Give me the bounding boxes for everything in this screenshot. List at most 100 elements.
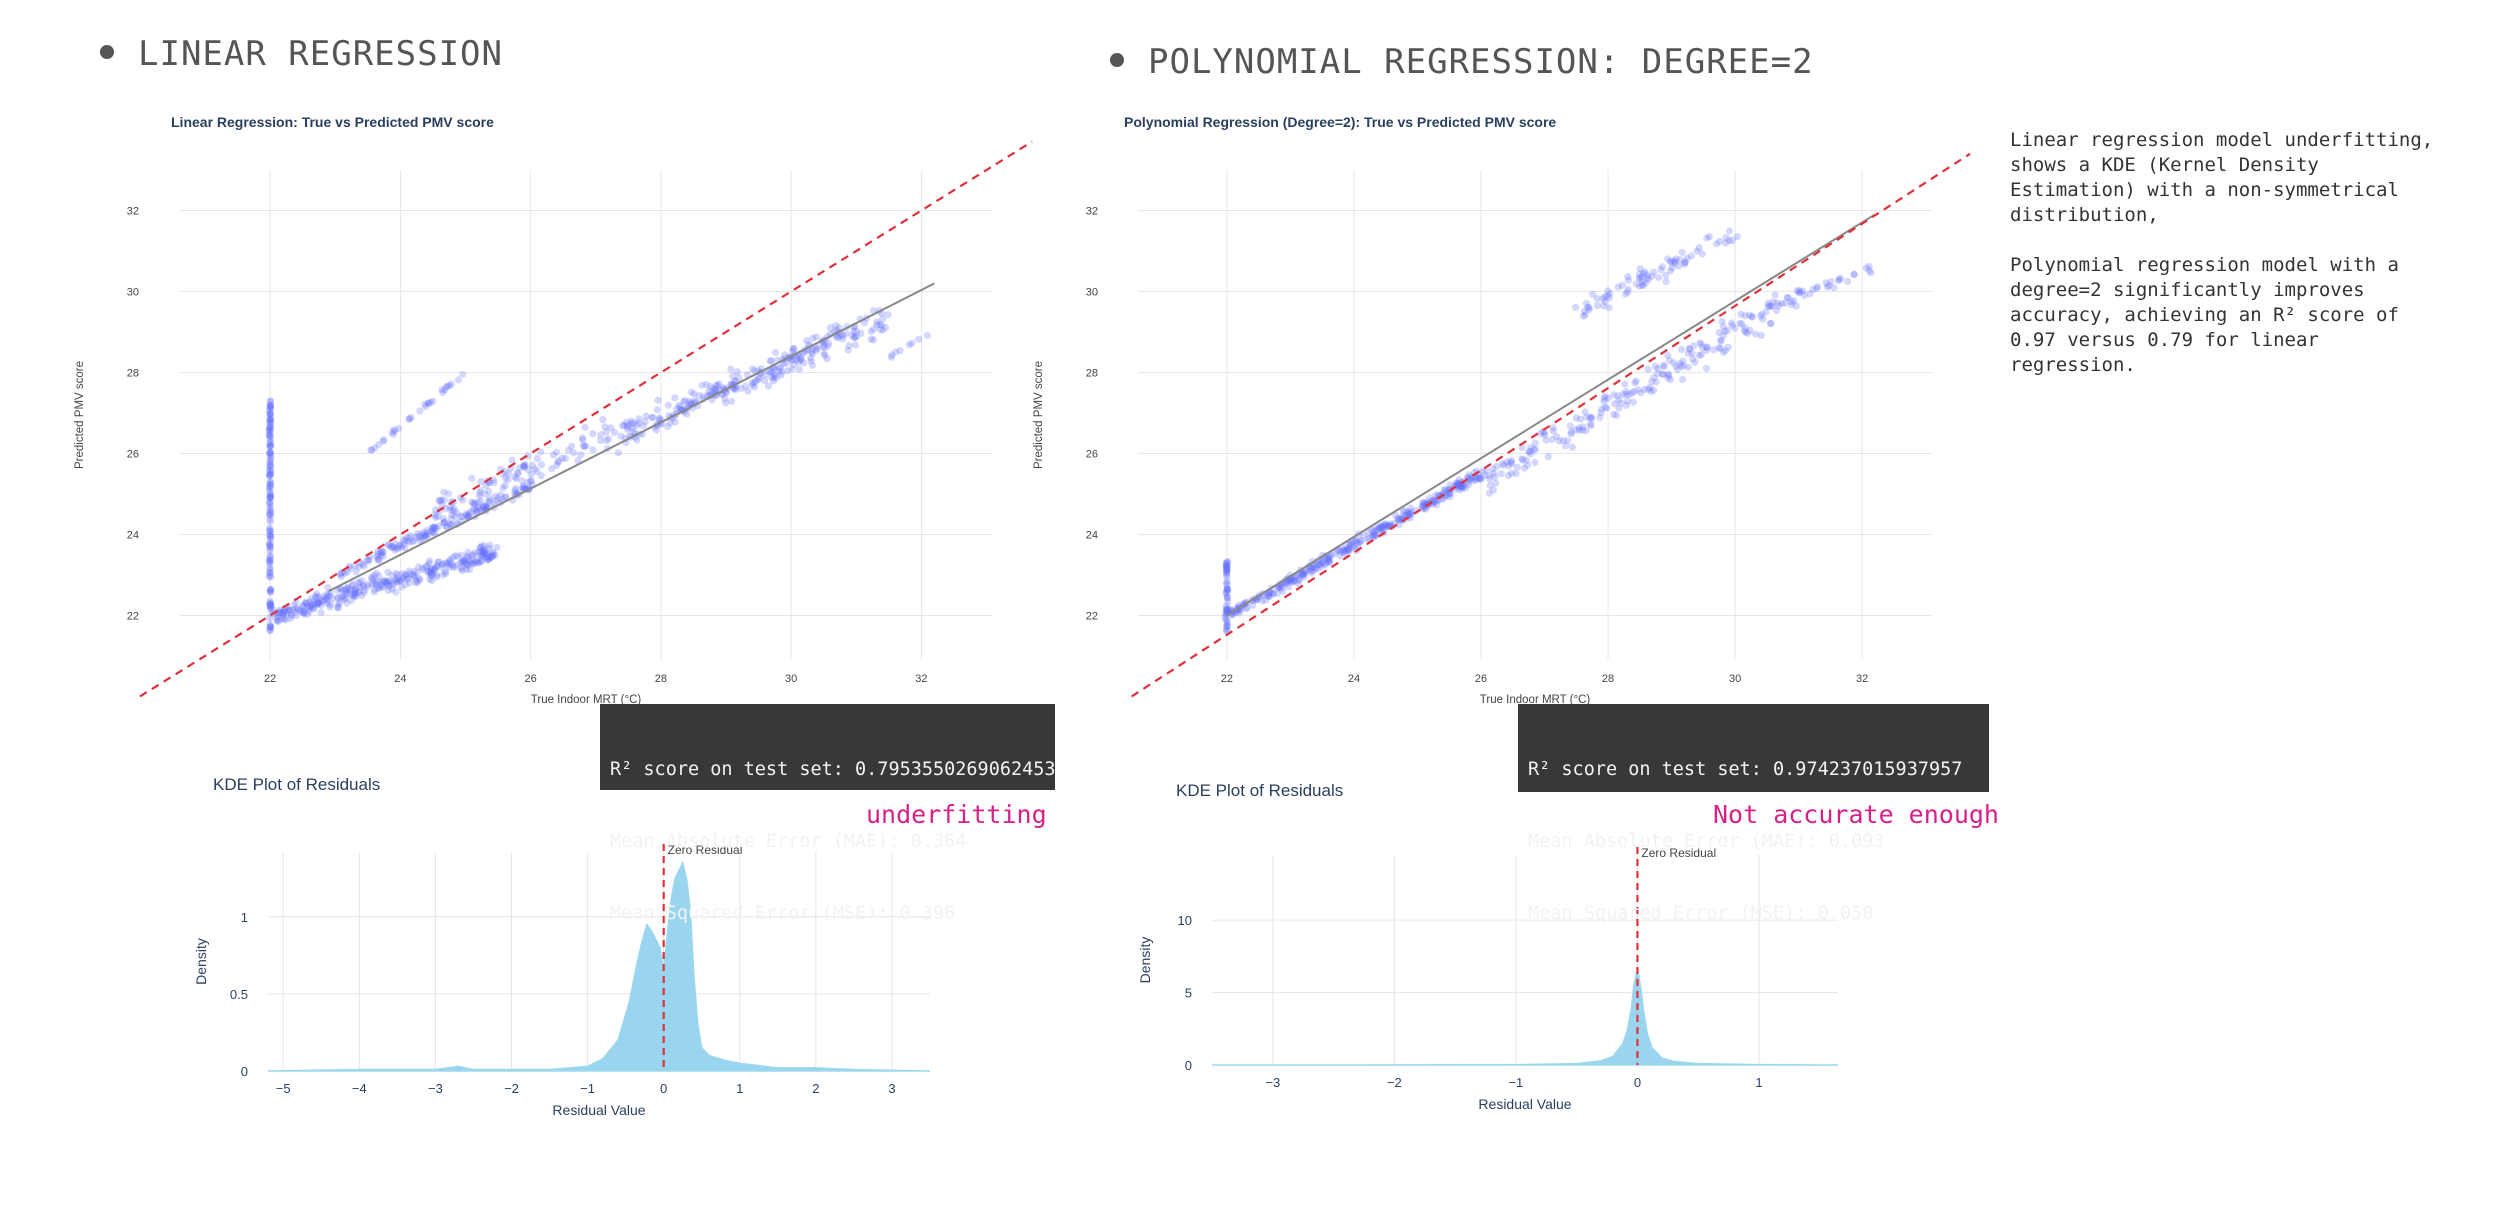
scatter-point <box>1836 274 1844 282</box>
scatter-point <box>278 608 286 616</box>
scatter-point <box>351 562 359 570</box>
scatter-point <box>655 414 664 422</box>
scatter-point <box>512 484 520 493</box>
scatter-point <box>1728 236 1736 244</box>
scatter-point <box>823 355 831 363</box>
scatter-point <box>851 333 859 341</box>
scatter-point <box>1298 572 1306 580</box>
scatter-point <box>1442 486 1450 494</box>
scatter-point <box>472 506 480 514</box>
scatter-point <box>1544 453 1552 461</box>
scatter-point <box>1680 362 1688 370</box>
scatter-point <box>1757 312 1765 320</box>
scatter-point <box>518 483 527 491</box>
scatter-point <box>1612 411 1620 419</box>
scatter-point <box>470 501 478 509</box>
scatter-point <box>428 524 436 532</box>
scatter-point <box>290 605 298 614</box>
scatter-point <box>1778 299 1786 308</box>
scatter-point <box>266 569 274 577</box>
scatter-point <box>812 346 821 354</box>
scatter-point <box>1576 415 1584 423</box>
y-tick-label: 26 <box>127 448 139 460</box>
scatter-point <box>1764 299 1772 307</box>
scatter-point <box>633 421 641 429</box>
scatter-point <box>664 401 672 409</box>
scatter-point <box>438 564 446 572</box>
scatter-point <box>421 400 429 408</box>
scatter-point <box>406 570 414 578</box>
scatter-point <box>1662 271 1670 279</box>
scatter-point <box>390 544 398 552</box>
scatter-point <box>1340 548 1348 556</box>
scatter-point <box>266 415 274 424</box>
scatter-point <box>375 441 383 449</box>
scatter-point <box>1507 458 1515 467</box>
scatter-point <box>1647 387 1655 395</box>
kde-title: KDE Plot of Residuals <box>213 775 380 794</box>
scatter-point <box>1767 319 1775 328</box>
scatter-point <box>1641 268 1649 276</box>
linear-kde-chart: KDE Plot of Residuals −5 −4 −3 −2 −1 0 1 2 3 0 0.5 1… <box>193 775 931 1118</box>
scatter-point <box>474 499 482 507</box>
x-tick-label: 26 <box>525 673 537 685</box>
scatter-point <box>1617 399 1625 407</box>
scatter-point <box>1585 304 1593 312</box>
scatter-point <box>1725 237 1733 245</box>
scatter-point <box>266 544 274 552</box>
scatter-point <box>1773 299 1781 307</box>
scatter-point <box>1508 460 1516 468</box>
scatter-point <box>1679 357 1687 365</box>
scatter-point <box>383 577 391 585</box>
scatter-point <box>722 399 730 407</box>
scatter-point <box>1322 560 1330 568</box>
scatter-point <box>1603 292 1611 300</box>
scatter-point <box>1531 458 1539 467</box>
scatter-point <box>512 474 520 482</box>
scatter-point <box>396 577 404 585</box>
scatter-point <box>380 577 389 585</box>
scatter-point <box>1650 373 1658 381</box>
scatter-point <box>691 397 699 405</box>
scatter-point <box>1500 461 1508 469</box>
scatter-point <box>267 422 275 430</box>
scatter-point <box>1400 511 1408 520</box>
scatter-point <box>923 331 932 340</box>
y-tick-label: 1 <box>241 910 248 925</box>
scatter-point <box>314 599 322 607</box>
scatter-point <box>266 527 274 535</box>
scatter-point <box>401 537 409 545</box>
scatter-point <box>676 403 684 411</box>
scatter-point <box>476 489 484 497</box>
scatter-point <box>292 612 300 620</box>
scatter-point <box>469 552 477 560</box>
scatter-point <box>354 588 362 596</box>
scatter-point <box>265 425 273 433</box>
scatter-point <box>789 345 798 353</box>
scatter-point <box>473 508 481 516</box>
scatter-point <box>266 450 274 458</box>
scatter-point <box>1654 364 1662 373</box>
scatter-point <box>1223 622 1231 630</box>
scatter-point <box>438 560 446 568</box>
scatter-point <box>1640 270 1648 278</box>
scatter-point <box>427 566 435 574</box>
scatter-point <box>524 466 532 474</box>
scatter-point <box>1666 376 1675 384</box>
scatter-point <box>1453 479 1461 487</box>
scatter-point <box>1299 569 1307 577</box>
scatter-point <box>888 351 896 359</box>
scatter-point <box>1737 310 1745 318</box>
scatter-point <box>1614 392 1622 400</box>
scatter-point <box>294 605 302 613</box>
scatter-point <box>905 341 914 349</box>
scatter-point <box>387 543 395 551</box>
scatter-point <box>1223 586 1231 594</box>
scatter-point <box>266 553 274 561</box>
scatter-point <box>394 544 402 552</box>
scatter-point <box>1457 485 1465 493</box>
scatter-point <box>771 349 780 357</box>
scatter-point <box>273 617 281 625</box>
scatter-point <box>565 446 573 454</box>
scatter-point <box>775 367 783 375</box>
